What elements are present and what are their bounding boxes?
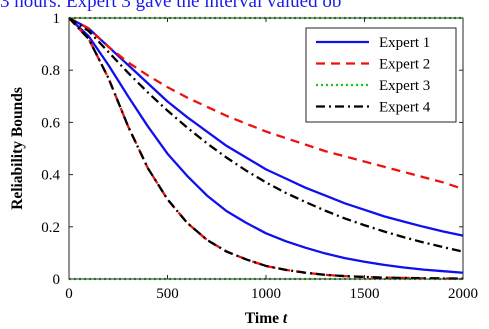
x-tick-label: 1500	[350, 286, 380, 302]
series-line-expert-4-lower	[68, 17, 464, 280]
x-tick-label: 500	[156, 286, 179, 302]
x-tick-label: 1000	[251, 286, 281, 302]
y-tick-label: 0.8	[41, 63, 60, 79]
y-tick-label: 0.4	[41, 168, 60, 184]
axis-ticks: 0 500 1000 1500 2000 0 0.2 0.4 0.6 0.8 1	[41, 11, 478, 302]
series-line-expert-1-upper	[68, 16, 464, 237]
y-tick-label: 1	[53, 11, 61, 27]
legend-label-expert-2: Expert 2	[379, 57, 430, 73]
clipped-caption-text: 3 hours. Expert 3 gave the interval valu…	[0, 0, 342, 12]
x-tick-label: 2000	[448, 286, 478, 302]
series-line-expert-2-upper	[68, 16, 464, 191]
legend-label-expert-3: Expert 3	[379, 78, 430, 94]
x-axis-label-text: Time	[245, 310, 283, 327]
x-axis-label-variable: t	[283, 310, 288, 327]
series-line-expert-4-upper	[68, 17, 464, 253]
y-tick-label: 0.6	[41, 115, 60, 131]
legend: Expert 1 Expert 2 Expert 3 Expert 4	[305, 27, 457, 123]
y-tick-label: 0	[53, 272, 61, 288]
legend-label-expert-4: Expert 4	[379, 100, 431, 116]
y-tick-label: 0.2	[41, 220, 60, 236]
y-axis-label: Reliability Bounds	[9, 87, 26, 210]
legend-label-expert-1: Expert 1	[379, 35, 430, 51]
x-tick-label: 0	[65, 286, 73, 302]
series-line-expert-1-lower	[68, 17, 464, 274]
x-axis-label: Time t	[245, 310, 288, 327]
